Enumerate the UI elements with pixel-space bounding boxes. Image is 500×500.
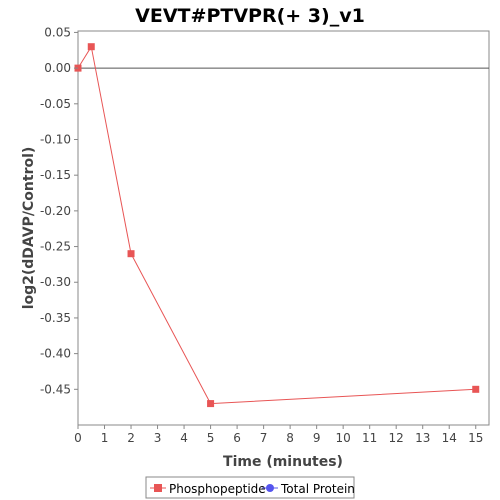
y-tick-label: 0.00 xyxy=(44,61,71,75)
x-tick-label: 0 xyxy=(74,431,82,445)
x-tick-label: 15 xyxy=(468,431,483,445)
x-tick-label: 4 xyxy=(180,431,188,445)
x-tick-label: 1 xyxy=(101,431,109,445)
x-tick-label: 11 xyxy=(362,431,377,445)
data-point-phosphopeptide xyxy=(87,43,95,51)
y-tick-label: 0.05 xyxy=(44,25,71,39)
data-point-phosphopeptide xyxy=(472,385,480,393)
x-tick-label: 14 xyxy=(442,431,457,445)
x-tick-label: 5 xyxy=(207,431,215,445)
legend-box xyxy=(145,476,355,499)
x-tick-label: 12 xyxy=(389,431,404,445)
data-point-phosphopeptide xyxy=(127,250,135,258)
x-tick-label: 8 xyxy=(286,431,294,445)
y-tick-label: -0.40 xyxy=(40,347,71,361)
legend-phosphopeptide-label: Phosphopeptide xyxy=(169,482,266,496)
x-tick-label: 2 xyxy=(127,431,135,445)
y-tick-label: -0.10 xyxy=(40,132,71,146)
x-tick-label: 3 xyxy=(154,431,162,445)
y-tick-label: -0.20 xyxy=(40,204,71,218)
y-tick-label: -0.35 xyxy=(40,311,71,325)
y-tick-label: -0.30 xyxy=(40,275,71,289)
axes-layer: 0.05 0.00 -0.05 -0.10 -0.15 -0.20 -0.25 -0.30 -0… xyxy=(40,25,483,445)
y-axis-label: log2(dDAVP/Control) xyxy=(21,147,37,310)
x-tick-label: 13 xyxy=(415,431,430,445)
x-axis-label: Time (minutes) xyxy=(223,454,343,470)
legend-total-protein-label: Total Protein xyxy=(280,482,355,496)
data-point-phosphopeptide xyxy=(207,400,215,408)
chart-title: VEVT#PTVPR(+ 3)_v1 xyxy=(135,5,365,27)
y-tick-label: -0.15 xyxy=(40,168,71,182)
y-tick-label: -0.05 xyxy=(40,97,71,111)
plot-area xyxy=(77,30,490,426)
legend-total-protein-marker xyxy=(266,484,274,492)
legend-phosphopeptide-marker xyxy=(154,484,162,492)
x-tick-label: 10 xyxy=(336,431,351,445)
y-tick-label: -0.45 xyxy=(40,382,71,396)
x-tick-label: 7 xyxy=(260,431,268,445)
x-tick-label: 9 xyxy=(313,431,321,445)
y-tick-label: -0.25 xyxy=(40,240,71,254)
legend: Phosphopeptide Total Protein xyxy=(145,476,355,499)
x-tick-label: 6 xyxy=(233,431,241,445)
